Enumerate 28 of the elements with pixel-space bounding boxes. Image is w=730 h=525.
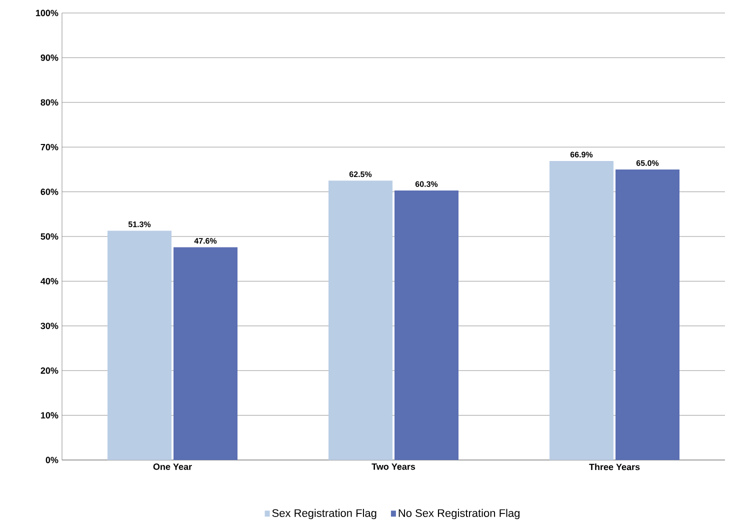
y-tick-label: 50% <box>40 233 58 240</box>
bar <box>328 180 393 460</box>
y-tick-label: 60% <box>40 188 58 195</box>
y-tick-label: 40% <box>40 278 58 284</box>
bar <box>174 247 238 460</box>
data-label: 65.0% <box>636 160 659 166</box>
y-tick-label: 70% <box>40 144 58 150</box>
data-label: 66.9% <box>570 152 593 158</box>
y-tick-label: 30% <box>40 322 58 330</box>
data-label: 47.6% <box>194 238 217 244</box>
y-tick-label: 90% <box>40 54 58 61</box>
bar <box>616 169 680 460</box>
data-label: 62.5% <box>349 171 372 178</box>
y-tick-label: 80% <box>40 99 58 106</box>
legend-label: No Sex Registration Flag <box>398 508 520 520</box>
bar <box>550 160 614 460</box>
y-tick-label: 10% <box>41 412 58 418</box>
y-tick-label: 100% <box>36 10 58 16</box>
bar <box>108 230 172 460</box>
x-tick-label: One Year <box>153 464 192 470</box>
data-label: 60.3% <box>415 181 438 187</box>
data-label: 51.3% <box>128 221 151 228</box>
y-tick-label: 0% <box>46 456 58 464</box>
x-tick-label: Two Years <box>372 464 416 470</box>
legend-label: Sex Registration Flag <box>272 508 376 520</box>
y-tick-label: 20% <box>40 367 58 374</box>
bar <box>394 190 459 460</box>
x-tick-label: Three Years <box>589 464 640 470</box>
